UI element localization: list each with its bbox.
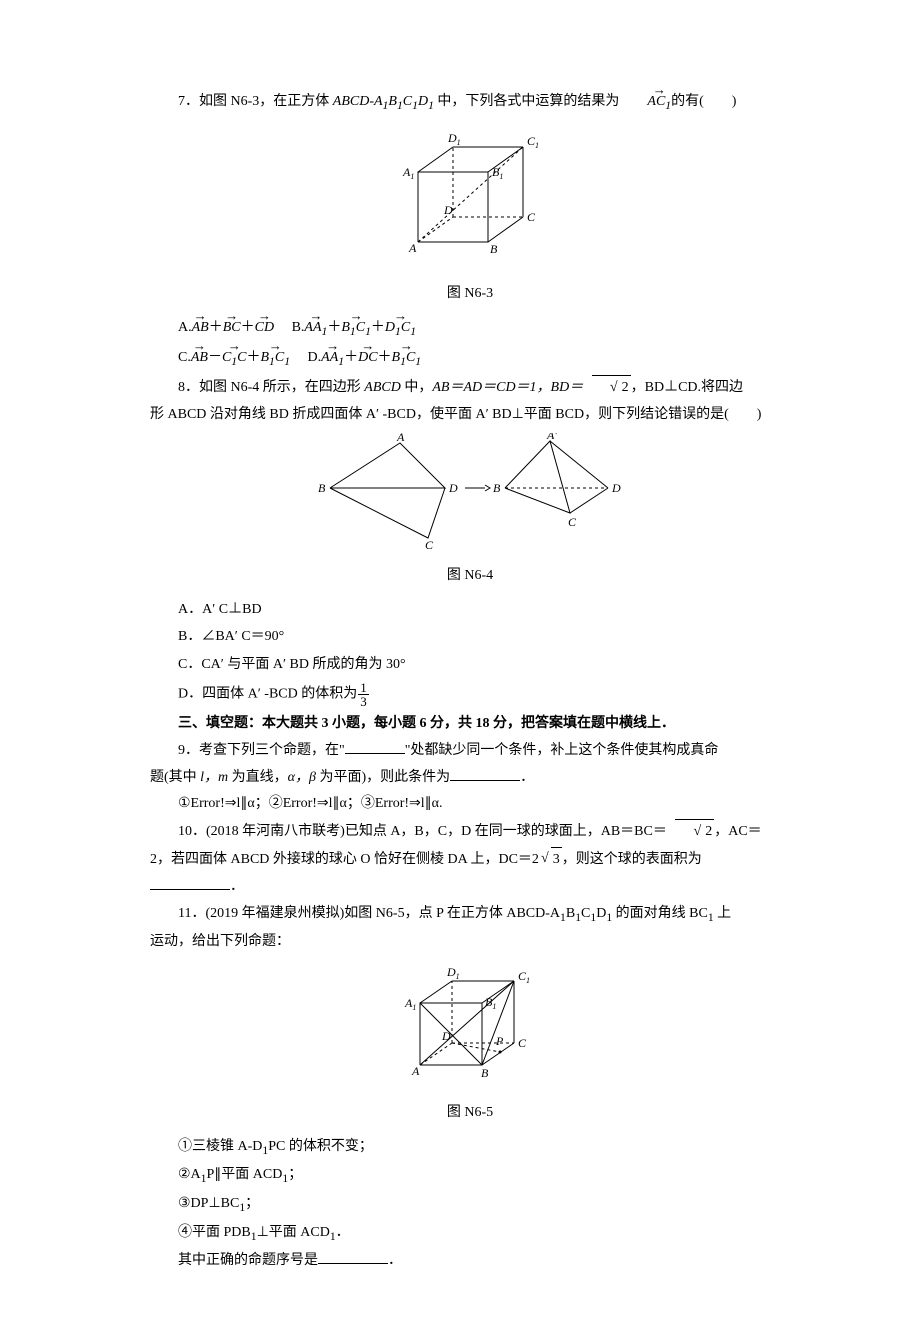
q11-final: 其中正确的命题序号是． xyxy=(150,1249,790,1273)
q8-figure: A B D C A′ B D C 图 N6-4 xyxy=(150,433,790,588)
q8-optC: C．CA′ 与平面 A′ BD 所成的角为 30° xyxy=(178,653,790,677)
q9-line3: ①Error!⇒l∥α；②Error!⇒l∥α；③Error!⇒l∥α. xyxy=(150,792,790,816)
q10-stem-line2: 2，若四面体 ABCD 外接球的球心 O 恰好在侧棱 DA 上，DC＝2 3，则… xyxy=(150,847,790,872)
q11-p4: ④平面 PDB1⊥平面 ACD1． xyxy=(150,1221,790,1247)
q11-stem-line2: 运动，给出下列命题： xyxy=(150,930,790,954)
q8-stem-line1: 8．如图 N6-4 所示，在四边形 ABCD 中，AB＝AD＝CD＝1，BD＝2… xyxy=(150,375,790,400)
svg-text:A′: A′ xyxy=(546,433,557,442)
blank xyxy=(150,876,230,890)
svg-text:C: C xyxy=(425,538,434,552)
svg-text:B: B xyxy=(490,242,498,256)
svg-text:D: D xyxy=(443,203,453,217)
svg-text:D: D xyxy=(441,1029,451,1043)
svg-text:A: A xyxy=(396,433,405,444)
blank xyxy=(450,767,520,781)
q11-stem-line1: 11．(2019 年福建泉州模拟)如图 N6-5，点 P 在正方体 ABCD-A… xyxy=(150,902,790,928)
svg-text:A1: A1 xyxy=(402,165,414,181)
q11-p2: ②A1P∥平面 ACD1； xyxy=(150,1163,790,1189)
q10-stem-line1: 10．(2018 年河南八市联考)已知点 A，B，C，D 在同一球的球面上，AB… xyxy=(150,819,790,844)
blank xyxy=(318,1250,388,1264)
q7-options-row2: C.AB－C1C＋B1C1 D.AA1＋DC＋B1C1 xyxy=(178,346,790,372)
svg-text:B: B xyxy=(318,481,326,495)
svg-text:D: D xyxy=(448,481,458,495)
svg-text:P: P xyxy=(495,1034,504,1048)
q9-stem-line1: 9．考查下列三个命题，在""处都缺少同一个条件，补上这个条件使其构成真命 xyxy=(150,739,790,763)
svg-text:B1: B1 xyxy=(485,995,496,1011)
q7-stem: 7．如图 N6-3，在正方体 ABCD-A1B1C1D1 中，下列各式中运算的结… xyxy=(150,90,790,116)
svg-text:A: A xyxy=(408,241,417,255)
q8-fig-caption: 图 N6-4 xyxy=(150,564,790,588)
svg-text:B: B xyxy=(493,481,501,495)
section3-heading: 三、填空题：本大题共 3 小题，每小题 6 分，共 18 分，把答案填在题中横线… xyxy=(150,712,790,736)
svg-text:B: B xyxy=(481,1066,489,1080)
q11-figure: D1 C1 A1 B1 D C A B P 图 N6-5 xyxy=(150,960,790,1125)
svg-text:D1: D1 xyxy=(446,965,460,981)
q8-optA: A．A′ C⊥BD xyxy=(178,598,790,622)
svg-text:A: A xyxy=(411,1064,420,1078)
svg-text:C1: C1 xyxy=(518,969,530,985)
q11-p3: ③DP⊥BC1； xyxy=(150,1192,790,1218)
svg-text:D1: D1 xyxy=(447,131,461,147)
svg-text:C: C xyxy=(518,1036,527,1050)
svg-text:D: D xyxy=(611,481,621,495)
svg-text:B1: B1 xyxy=(492,165,503,181)
q8-optD: D．四面体 A′ -BCD 的体积为13 xyxy=(178,681,790,708)
q8-stem-line2: 形 ABCD 沿对角线 BD 折成四面体 A′ -BCD，使平面 A′ BD⊥平… xyxy=(150,403,790,427)
q11-p1: ①三棱锥 A-D1PC 的体积不变； xyxy=(150,1135,790,1161)
q7-fig-caption: 图 N6-3 xyxy=(150,282,790,306)
q8-optB: B．∠BA′ C＝90° xyxy=(178,625,790,649)
svg-text:C: C xyxy=(568,515,577,529)
blank xyxy=(345,740,405,754)
q7-stem-pre: 7．如图 N6-3，在正方体 xyxy=(178,94,333,109)
q9-stem-line2: 题(其中 l，m 为直线，α，β 为平面)，则此条件为． xyxy=(150,766,790,790)
svg-text:A1: A1 xyxy=(404,996,416,1012)
q7-figure: D1 C1 A1 B1 D C A B 图 N6-3 xyxy=(150,122,790,307)
svg-text:C: C xyxy=(527,210,536,224)
q10-stem-line3: ． xyxy=(150,875,790,899)
svg-text:C1: C1 xyxy=(527,134,539,150)
q11-fig-caption: 图 N6-5 xyxy=(150,1101,790,1125)
